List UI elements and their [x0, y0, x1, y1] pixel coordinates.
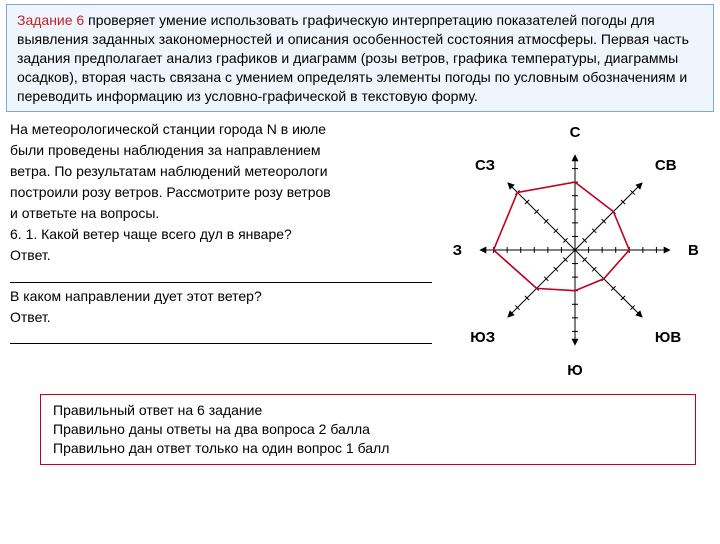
- svg-text:СВ: СВ: [655, 158, 677, 175]
- q-line: были проведены наблюдения за направление…: [10, 141, 432, 160]
- svg-text:СЗ: СЗ: [475, 158, 495, 175]
- svg-text:З: З: [453, 242, 462, 259]
- q-line: ветра. По результатам наблюдений метеоро…: [10, 162, 432, 181]
- task-number: Задание 6: [17, 12, 84, 28]
- q-line: 6. 1. Какой ветер чаще всего дул в январ…: [10, 225, 432, 244]
- answer-line: Правильный ответ на 6 задание: [53, 401, 683, 420]
- wind-rose-container: С СВ В ЮВ Ю ЮЗ З СЗ: [440, 120, 710, 380]
- q-line: В каком направлении дует этот ветер?: [10, 287, 432, 306]
- q-line: построили розу ветров. Рассмотрите розу …: [10, 183, 432, 202]
- answer-blank-1: [10, 267, 432, 283]
- svg-text:Ю: Ю: [567, 362, 582, 379]
- task-header: Задание 6 проверяет умение использовать …: [6, 4, 714, 112]
- svg-text:В: В: [688, 242, 699, 259]
- answer-line: Правильно дан ответ только на один вопро…: [53, 439, 683, 458]
- svg-text:ЮЗ: ЮЗ: [470, 329, 495, 346]
- q-answer-label: Ответ.: [10, 308, 432, 327]
- answer-blank-2: [10, 328, 432, 344]
- svg-text:ЮВ: ЮВ: [655, 329, 681, 346]
- wind-rose-chart: С СВ В ЮВ Ю ЮЗ З СЗ: [445, 120, 705, 380]
- answer-line: Правильно даны ответы на два вопроса 2 б…: [53, 420, 683, 439]
- q-answer-label: Ответ.: [10, 246, 432, 265]
- main-content: На метеорологической станции города N в …: [0, 120, 720, 380]
- svg-text:С: С: [570, 124, 581, 141]
- answer-key-box: Правильный ответ на 6 задание Правильно …: [40, 394, 696, 465]
- q-line: На метеорологической станции города N в …: [10, 120, 432, 139]
- q-line: и ответьте на вопросы.: [10, 204, 432, 223]
- question-text: На метеорологической станции города N в …: [10, 120, 432, 380]
- task-description: проверяет умение использовать графическу…: [17, 12, 689, 104]
